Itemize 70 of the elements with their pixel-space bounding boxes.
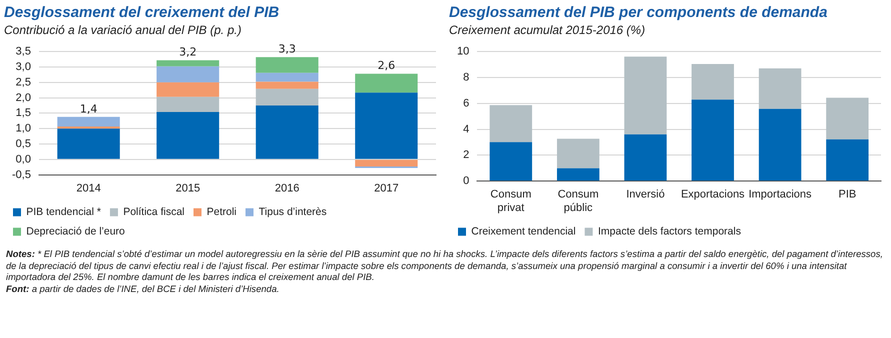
legend-label: PIB tendencial *: [26, 206, 101, 218]
bar: [692, 64, 734, 100]
y-tick-label: 1,0: [16, 122, 31, 135]
legend-label: Depreciació de l’euro: [26, 226, 126, 238]
bar: [624, 56, 667, 134]
x-tick-label: Importacions: [748, 188, 812, 201]
x-tick-label: Consum públic: [558, 188, 599, 214]
y-tick-label: 2,5: [16, 76, 31, 88]
y-tick-label: 3,0: [16, 61, 31, 74]
bar: [556, 138, 600, 168]
bar: [826, 98, 869, 140]
bar: [355, 74, 418, 93]
bar: [156, 96, 220, 112]
bar: [624, 134, 667, 181]
x-tick-label: 2015: [176, 182, 200, 194]
bar: [256, 88, 318, 106]
x-tick-label: Inversió: [626, 188, 665, 201]
legend-label: Creixement tendencial: [471, 226, 576, 238]
total-label: 3,3: [278, 42, 296, 56]
bar: [355, 160, 418, 166]
bar: [256, 72, 318, 82]
bar: [758, 68, 802, 109]
y-tick-label: 3,5: [16, 46, 31, 58]
bar: [57, 128, 120, 159]
x-tick-label: 2017: [374, 182, 399, 194]
y-tick-label: -0,5: [12, 168, 31, 181]
bar: [556, 168, 600, 181]
y-tick-label: 2: [463, 149, 470, 162]
legend-label: Tipus d’interès: [258, 206, 327, 218]
bar: [256, 57, 318, 73]
y-tick-label: 8: [463, 72, 470, 84]
total-label: 2,6: [378, 59, 396, 72]
y-tick-label: 2,0: [16, 92, 31, 104]
x-tick-label: Exportacions: [680, 188, 746, 201]
x-tick-label: PIB: [838, 188, 856, 201]
chart-subtitle: Creixement acumulat 2015-2016 (%): [449, 23, 646, 37]
total-label: 1,4: [80, 102, 98, 116]
bar: [57, 116, 120, 126]
chart-title: Desglossament del PIB per components de demanda: [449, 4, 828, 21]
y-tick-label: 1,5: [16, 107, 31, 120]
text: Notes: * El PIB tendencial s’obté d’estimar un model autoregressiu en la sèrie del PIB assumint que no hi ha shocks. L’impacte dels diferents factors s’estima a partir del saldo energètic, del pagament d’interessos, de la depreciació del tipus de canvi efectiu real i de l’ajust fiscal. Per estimar l’impacte sobre els components de demanda, s’assumeix una propensió marginal a consumir i a invertir del 60% i una intensitat importadora del 25%. El nombre damunt de les barres indica el creixement anual del PIB.: [6, 249, 884, 284]
y-tick-label: 0,5: [16, 138, 31, 150]
bar: [256, 82, 318, 89]
legend-label: Petroli: [206, 206, 237, 218]
chart-subtitle: Contribució a la variació anual del PIB (p. p.): [4, 23, 242, 37]
bar: [826, 139, 869, 181]
y-tick-label: 0,0: [16, 153, 31, 166]
bar: [355, 92, 418, 159]
bar: [758, 108, 802, 181]
y-tick-label: 10: [456, 46, 470, 58]
text: Font: a partir de dades de l’INE, del BCE i del Ministeri d’Hisenda.: [6, 284, 280, 295]
bar: [156, 60, 220, 66]
bar: [156, 82, 220, 97]
bar: [156, 112, 220, 159]
bar: [256, 106, 318, 159]
bar: [490, 105, 532, 142]
x-tick-label: 2016: [274, 182, 300, 194]
y-tick-label: 6: [463, 97, 470, 110]
legend-label: Impacte dels factors temporals: [598, 226, 741, 238]
bar: [156, 66, 220, 82]
bar: [692, 100, 734, 181]
chart-title: Desglossament del creixement del PIB: [4, 4, 280, 21]
legend-label: Política fiscal: [123, 206, 184, 218]
x-tick-label: 2014: [76, 182, 101, 194]
bar: [490, 142, 532, 181]
x-tick-label: Consum privat: [490, 188, 532, 214]
y-tick-label: 4: [463, 123, 470, 136]
y-tick-label: 0: [463, 175, 470, 188]
bar: [57, 126, 120, 129]
total-label: 3,2: [179, 46, 197, 59]
